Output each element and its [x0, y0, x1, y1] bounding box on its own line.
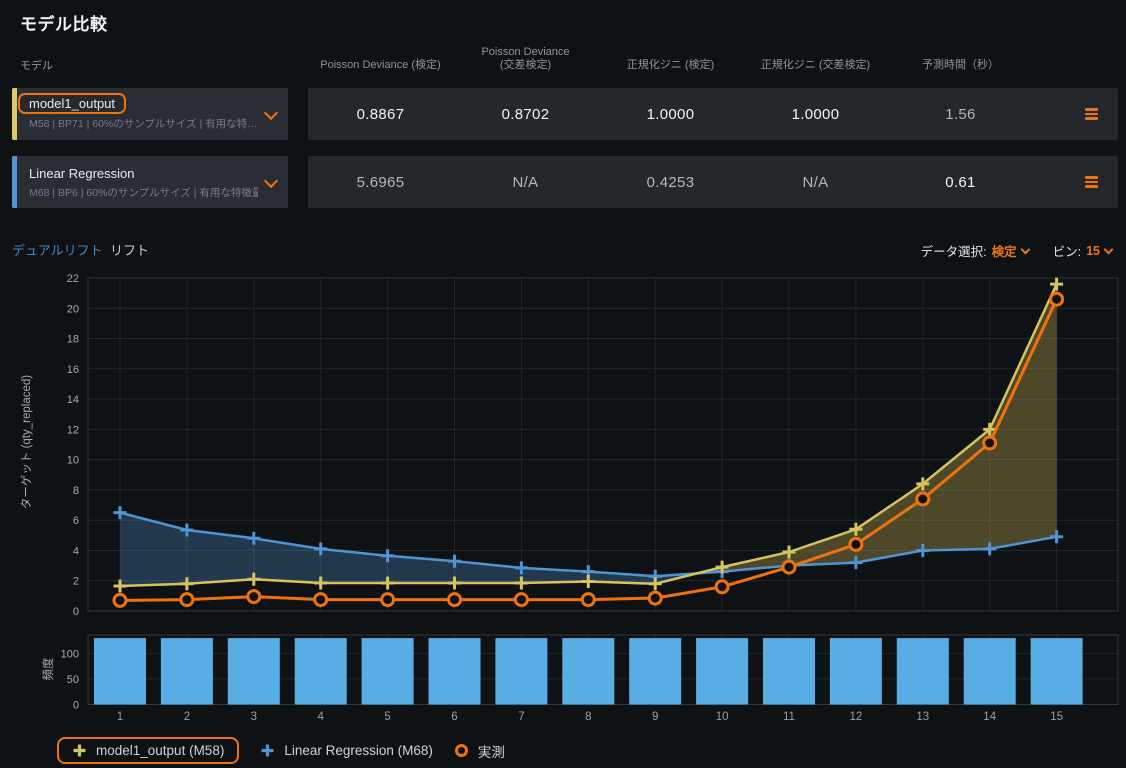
legend-label: Linear Regression (M68) — [284, 743, 433, 758]
svg-text:4: 4 — [73, 546, 79, 558]
metrics-strip: 5.6965 N/A 0.4253 N/A 0.61 — [308, 156, 1118, 208]
svg-text:20: 20 — [67, 303, 79, 315]
svg-text:10: 10 — [67, 455, 79, 467]
column-header-prediction-time: 予測時間（秒） — [922, 59, 999, 71]
model-subtitle: M58 | BP71 | 60%のサンプルサイズ | 有用な特… — [29, 118, 258, 130]
svg-text:6: 6 — [451, 711, 457, 723]
model-accent-bar — [12, 156, 17, 208]
svg-text:12: 12 — [850, 711, 863, 723]
metric-value: 0.4253 — [646, 173, 695, 191]
legend-label: model1_output (M58) — [96, 743, 225, 758]
svg-text:15: 15 — [1050, 711, 1063, 723]
svg-text:5: 5 — [384, 711, 390, 723]
svg-text:50: 50 — [67, 674, 79, 686]
svg-text:22: 22 — [67, 273, 79, 285]
legend-label: 実測 — [477, 744, 505, 760]
chevron-down-icon[interactable] — [263, 105, 279, 121]
chevron-down-icon[interactable] — [1103, 244, 1114, 255]
chart-legend: model1_output (M58) Linear Regression (M… — [57, 737, 505, 764]
metric-value: 0.8867 — [356, 105, 405, 123]
model-subtitle: M68 | BP6 | 60%のサンプルサイズ | 有用な特徴量 — [29, 187, 258, 199]
metric-value: N/A — [512, 173, 539, 191]
svg-text:3: 3 — [251, 711, 257, 723]
legend-item-actual[interactable]: 実測 — [454, 741, 505, 761]
svg-text:13: 13 — [916, 711, 929, 723]
svg-text:6: 6 — [73, 515, 79, 527]
svg-text:8: 8 — [73, 485, 79, 497]
svg-text:7: 7 — [518, 711, 524, 723]
model-card-linear-regression[interactable]: Linear Regression M68 | BP6 | 60%のサンプルサイ… — [12, 156, 288, 208]
svg-text:2: 2 — [73, 576, 79, 588]
svg-text:100: 100 — [61, 648, 79, 660]
column-header-gini-cv: 正規化ジニ (交差検定) — [760, 59, 871, 71]
metrics-strip: 0.8867 0.8702 1.0000 1.0000 1.56 — [308, 88, 1118, 140]
chevron-down-icon[interactable] — [1020, 244, 1031, 255]
svg-text:10: 10 — [716, 711, 729, 723]
plus-marker-icon — [261, 744, 274, 757]
svg-text:8: 8 — [585, 711, 591, 723]
metric-column-headers: Poisson Deviance (検定) Poisson Deviance (… — [308, 42, 1118, 74]
chart-controls: データ選択: 検定 ビン: 15 — [920, 241, 1114, 260]
chevron-down-icon[interactable] — [263, 173, 279, 189]
model-name: Linear Regression — [29, 166, 135, 181]
svg-text:4: 4 — [317, 711, 324, 723]
metric-value: N/A — [802, 173, 829, 191]
metric-value: 0.8702 — [501, 105, 550, 123]
row-menu-icon[interactable] — [1085, 174, 1098, 191]
svg-text:14: 14 — [983, 711, 996, 723]
tab-lift[interactable]: リフト — [110, 243, 150, 258]
model-row-1: model1_output M58 | BP71 | 60%のサンプルサイズ |… — [0, 88, 1126, 140]
metric-value: 1.56 — [945, 105, 976, 123]
svg-text:12: 12 — [67, 424, 79, 436]
page-title: モデル比較 — [20, 15, 108, 34]
data-select-dropdown[interactable]: 検定 — [991, 245, 1017, 259]
metric-value: 0.61 — [945, 173, 976, 191]
svg-text:1: 1 — [117, 711, 123, 723]
circle-marker-icon — [454, 744, 468, 757]
svg-text:0: 0 — [73, 700, 79, 712]
svg-text:18: 18 — [67, 334, 79, 346]
metric-value: 5.6965 — [356, 173, 405, 191]
bins-dropdown[interactable]: 15 — [1086, 243, 1100, 258]
svg-text:2: 2 — [184, 711, 190, 723]
model-card-model1-output[interactable]: model1_output M58 | BP71 | 60%のサンプルサイズ |… — [12, 88, 288, 140]
svg-text:14: 14 — [67, 394, 79, 406]
column-header-poisson-validation: Poisson Deviance (検定) — [320, 59, 441, 71]
column-header-gini-validation: 正規化ジニ (検定) — [626, 59, 715, 71]
dual-lift-chart: 0 2 4 6 8 10 12 14 16 18 20 22 — [67, 273, 1119, 618]
model-row-2: Linear Regression M68 | BP6 | 60%のサンプルサイ… — [0, 156, 1126, 208]
model-name-highlighted: model1_output — [18, 93, 127, 114]
column-header-poisson-cv: Poisson Deviance (交差検定) — [481, 46, 570, 71]
data-select-label: データ選択: — [920, 245, 987, 259]
tab-dual-lift[interactable]: デュアルリフト — [12, 243, 103, 258]
svg-text:9: 9 — [652, 711, 658, 723]
plus-marker-icon — [73, 744, 86, 757]
metric-value: 1.0000 — [646, 105, 695, 123]
legend-item-linear-regression[interactable]: Linear Regression (M68) — [260, 743, 433, 758]
model-accent-bar — [12, 88, 17, 140]
row-menu-icon[interactable] — [1085, 106, 1098, 123]
svg-text:11: 11 — [783, 711, 795, 723]
legend-item-model1[interactable]: model1_output (M58) — [57, 737, 240, 764]
svg-text:0: 0 — [73, 606, 79, 618]
svg-text:16: 16 — [67, 364, 79, 376]
bins-label: ビン: — [1052, 245, 1082, 259]
metric-value: 1.0000 — [791, 105, 840, 123]
model-column-header: モデル — [20, 60, 53, 72]
